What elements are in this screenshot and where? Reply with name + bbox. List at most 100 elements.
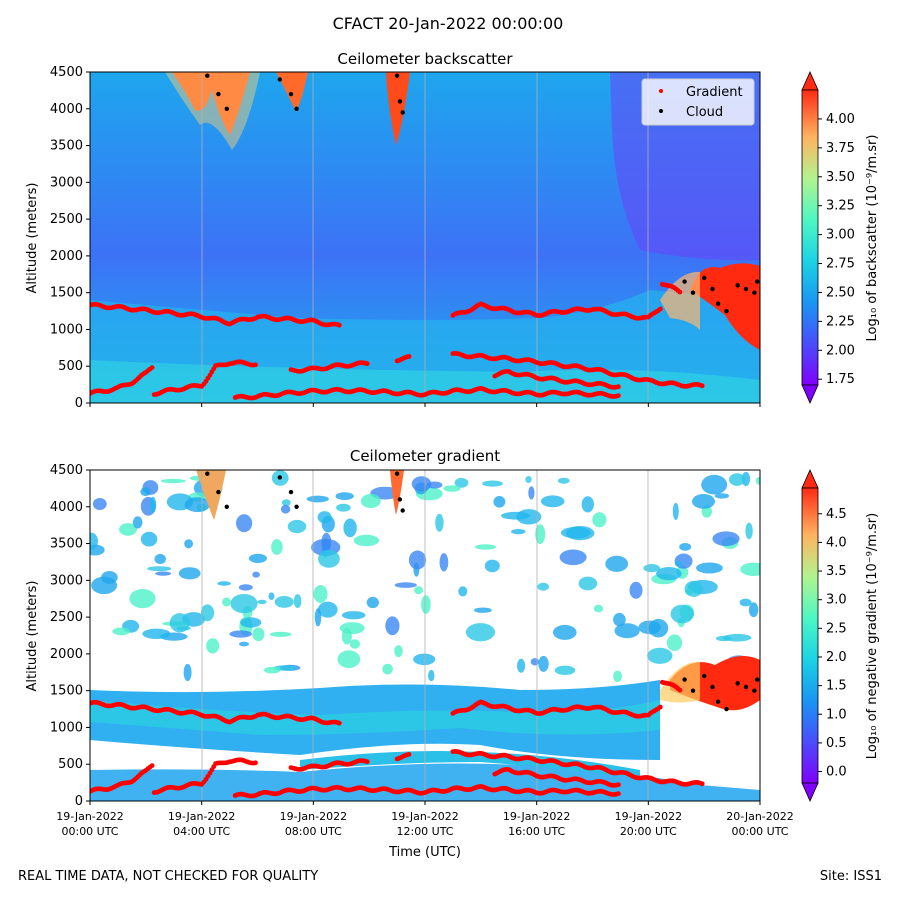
cloud-plume-2 bbox=[276, 72, 308, 112]
gradient-patch bbox=[222, 597, 231, 607]
gradient-point bbox=[657, 704, 663, 710]
gradient-patch bbox=[147, 566, 172, 572]
gradient-patch bbox=[318, 549, 340, 568]
cloud-point bbox=[743, 684, 749, 690]
cloud-point bbox=[400, 508, 405, 513]
y-tick-label: 500 bbox=[58, 757, 83, 772]
low-cloud bbox=[690, 263, 760, 350]
gradient-point bbox=[616, 384, 621, 390]
gradient-patch bbox=[723, 633, 752, 642]
gradient-patch bbox=[517, 658, 526, 673]
cloud-point bbox=[277, 77, 282, 82]
low-cloud-fringe bbox=[660, 271, 700, 330]
gradient-point bbox=[336, 720, 342, 726]
y-tick-label: 3500 bbox=[50, 139, 83, 154]
gradient-patch bbox=[314, 608, 322, 627]
gradient-patch bbox=[229, 630, 252, 638]
gradient-low-cloud-fringe bbox=[660, 661, 700, 703]
colorbar-bottom-extend bbox=[801, 384, 819, 404]
gradient-patch bbox=[317, 601, 338, 618]
gradient-colorbar-ticks: 0.0 0.5 1.0 1.5 2.0 2.5 3.0 3.5 4.0 4.5 bbox=[818, 507, 847, 780]
y-tick-label: 4500 bbox=[50, 463, 83, 478]
cloud-point bbox=[205, 471, 210, 476]
gradient-point bbox=[364, 759, 370, 765]
cloud-point bbox=[205, 73, 210, 78]
gradient-patch bbox=[739, 598, 752, 607]
gradient-patch bbox=[458, 586, 468, 597]
gradient-plume-1 bbox=[196, 470, 226, 520]
backscatter-y-axis: 0 500 1000 1500 2000 2500 3000 3500 4000 4500 bbox=[50, 65, 90, 411]
gradient-point bbox=[336, 322, 342, 328]
gradient-patch bbox=[745, 522, 753, 540]
colorbar-tick-label: 3.75 bbox=[826, 141, 855, 156]
colorbar-tick-label: 4.5 bbox=[826, 507, 847, 522]
gradient-plume-2 bbox=[390, 470, 404, 515]
gradient-ylabel: Altitude (meters) bbox=[25, 581, 40, 692]
gradient-patch bbox=[252, 571, 260, 578]
figure-title: CFACT 20-Jan-2022 00:00:00 bbox=[333, 14, 564, 33]
gradient-patch bbox=[413, 653, 436, 665]
gradient-patch bbox=[701, 474, 728, 495]
y-tick-label: 4000 bbox=[50, 500, 83, 515]
legend-label-cloud: Cloud bbox=[686, 105, 723, 120]
cloud-plume-3 bbox=[386, 72, 410, 145]
y-tick-label: 3000 bbox=[50, 573, 83, 588]
gradient-patch bbox=[535, 524, 546, 545]
colorbar-tick-label: 3.25 bbox=[826, 199, 855, 214]
cloud-point bbox=[294, 106, 299, 112]
colorbar-tick-label: 2.50 bbox=[826, 285, 855, 300]
gradient-patch bbox=[257, 599, 267, 605]
gradient-patches bbox=[90, 470, 760, 683]
gradient-patch bbox=[176, 626, 191, 631]
colorbar-tick-label: 3.00 bbox=[826, 228, 855, 243]
cloud-point bbox=[755, 677, 760, 682]
gradient-patch bbox=[349, 639, 360, 649]
gradient-patch bbox=[313, 585, 328, 603]
gradient-patch bbox=[679, 543, 692, 551]
colorbar-tick-label: 2.0 bbox=[826, 650, 847, 665]
gradient-patch bbox=[530, 658, 540, 666]
gradient-patch bbox=[90, 532, 98, 550]
y-tick-label: 2000 bbox=[50, 647, 83, 662]
gradient-patch bbox=[525, 476, 532, 483]
gradient-patch bbox=[360, 493, 381, 509]
gradient-patch bbox=[482, 480, 503, 487]
gradient-patch bbox=[629, 581, 643, 599]
cloud-point bbox=[288, 489, 294, 495]
colorbar-tick-label: 2.00 bbox=[826, 343, 855, 358]
gradient-patch bbox=[714, 493, 730, 499]
gradient-patch bbox=[613, 612, 626, 627]
gradient-patch bbox=[337, 650, 361, 669]
cloud-point bbox=[752, 290, 757, 295]
gradient-band-mid bbox=[300, 751, 640, 778]
gradient-overlay bbox=[90, 471, 760, 799]
colorbar-tick-label: 3.0 bbox=[826, 593, 847, 608]
cloud-point bbox=[690, 290, 696, 295]
y-tick-label: 0 bbox=[75, 396, 83, 411]
x-tick-time: 00:00 UTC bbox=[61, 825, 118, 838]
gradient-patch bbox=[343, 518, 357, 538]
quality-disclaimer: REAL TIME DATA, NOT CHECKED FOR QUALITY bbox=[18, 869, 319, 884]
backscatter-title: Ceilometer backscatter bbox=[337, 50, 513, 68]
colorbar-tick-label: 2.75 bbox=[826, 257, 855, 272]
cloud-point bbox=[702, 673, 707, 679]
gradient-point bbox=[616, 791, 621, 796]
gradient-patch bbox=[581, 496, 594, 513]
colorbar-top-extend bbox=[801, 71, 819, 91]
gradient-point bbox=[406, 752, 412, 757]
backscatter-x-ticks bbox=[89, 403, 761, 407]
gradient-patch bbox=[578, 576, 598, 591]
cloud-point bbox=[690, 688, 696, 693]
gradient-colorbar: 0.0 0.5 1.0 1.5 2.0 2.5 3.0 3.5 4.0 4.5 Log₁₀ of … bbox=[801, 469, 880, 802]
gradient-band-core bbox=[90, 700, 660, 735]
gradient-patch bbox=[428, 669, 435, 682]
cloud-point bbox=[394, 73, 400, 78]
gradient-patch bbox=[511, 529, 526, 535]
y-tick-label: 0 bbox=[75, 794, 83, 809]
gradient-patch bbox=[160, 478, 186, 484]
gradient-panel: Ceilometer gradient 0 500 1000 bbox=[25, 447, 880, 860]
gradient-xlabel: Time (UTC) bbox=[388, 845, 461, 860]
gradient-patch bbox=[559, 549, 587, 566]
colorbar-tick-label: 2.5 bbox=[826, 621, 847, 636]
